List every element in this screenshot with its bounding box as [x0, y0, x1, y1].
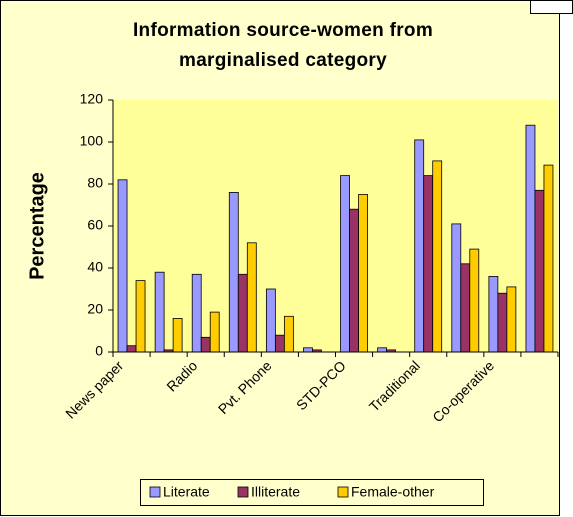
bar	[172, 317, 183, 353]
plot-area	[113, 100, 558, 352]
chart-title: Information source-women from marginalis…	[132, 20, 434, 71]
bar	[349, 208, 359, 353]
bar	[423, 175, 434, 353]
bar	[414, 139, 425, 353]
bar	[460, 263, 471, 353]
legend-label: Literate	[163, 484, 210, 500]
y-tick-label: 40	[87, 259, 103, 275]
y-tick-label: 80	[87, 175, 103, 191]
bar	[265, 288, 276, 353]
y-tick-label: 20	[87, 301, 103, 317]
bar	[126, 345, 137, 353]
bar	[497, 292, 508, 353]
bar	[534, 189, 545, 353]
bar	[200, 336, 211, 353]
bar	[209, 311, 220, 353]
bar	[469, 248, 480, 353]
bar	[543, 164, 554, 353]
y-tick-label: 0	[95, 343, 103, 359]
bar	[432, 160, 443, 353]
legend	[140, 479, 484, 506]
y-tick-label: 100	[80, 133, 104, 149]
bar	[283, 315, 294, 353]
y-tick-label: 120	[80, 91, 104, 107]
legend-swatch	[337, 486, 349, 498]
bar	[228, 191, 239, 353]
bar	[154, 271, 165, 353]
y-axis-label: Percentage	[26, 172, 48, 280]
bar	[274, 334, 285, 353]
bar	[451, 223, 462, 353]
legend-swatch	[237, 486, 249, 498]
y-tick-label: 60	[87, 217, 103, 233]
bar	[377, 347, 388, 353]
bar	[506, 286, 517, 353]
bar	[117, 179, 128, 353]
corner-box	[530, 0, 573, 14]
bar	[358, 194, 368, 353]
bar	[525, 124, 536, 353]
legend-label: Female-other	[351, 484, 435, 500]
bar	[237, 273, 248, 353]
legend-swatch	[149, 486, 161, 498]
bar	[488, 275, 499, 353]
bar	[191, 273, 202, 353]
bar	[340, 175, 350, 353]
bar	[246, 242, 257, 353]
legend-label: Illiterate	[251, 484, 300, 500]
bar	[303, 347, 313, 353]
bar	[135, 280, 146, 353]
